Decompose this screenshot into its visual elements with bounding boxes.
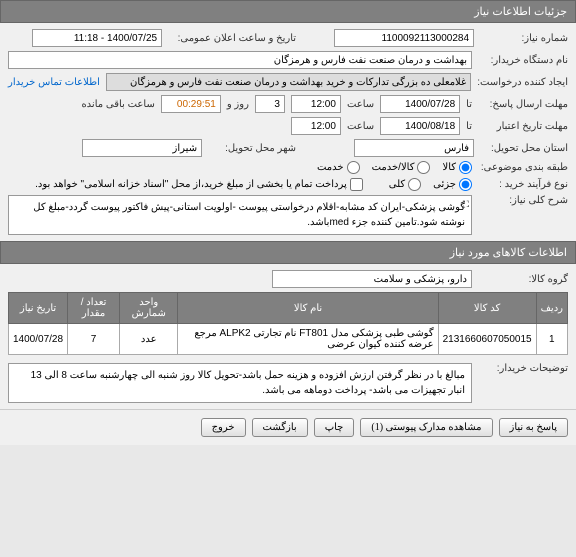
goods-group-value: دارو، پزشکی و سلامت [272,270,472,288]
buyer-notes-label: توضیحات خریدار: [478,363,568,374]
general-desc-value: ⛶ گوشی پزشکی-ایران کد مشابه-اقلام درخواس… [8,195,472,235]
buyer-notes-value: مبالغ با در نظر گرفتن ارزش افزوده و هزین… [8,363,472,403]
col-qty: تعداد / مقدار [68,293,120,324]
city-value: شیراز [82,139,202,157]
general-desc-label: شرح کلی نیاز: [478,195,568,206]
province-value: فارس [354,139,474,157]
goods-info-body: گروه کالا: دارو، پزشکی و سلامت ردیف کد ک… [0,264,576,409]
remaining-label: ساعت باقی مانده [81,99,154,110]
goods-group-label: گروه کالا: [478,274,568,285]
goods-service-radio[interactable]: کالا/خدمت [372,161,431,174]
back-button[interactable]: بازگشت [252,418,308,437]
col-name: نام کالا [178,293,438,324]
contact-info-link[interactable]: اطلاعات تماس خریدار [8,77,100,88]
cell-row: 1 [536,324,567,355]
reply-button[interactable]: پاسخ به نیاز [499,418,569,437]
to-label-2: تا [466,121,472,132]
goods-info-header: اطلاعات کالاهای مورد نیاز [0,241,576,264]
requester-value: غلامعلی ده بزرگی تدارکات و خرید بهداشت و… [106,73,471,91]
reply-time-value: 12:00 [291,95,341,113]
hour-label-1: ساعت [347,99,374,110]
partial-radio[interactable]: جزئی [433,178,472,191]
exit-button[interactable]: خروج [201,418,246,437]
service-radio[interactable]: خدمت [317,161,360,174]
need-info-body: شماره نیاز: 1100092113000284 تاریخ و ساع… [0,23,576,241]
col-unit: واحد شمارش [120,293,178,324]
hour-label-2: ساعت [347,121,374,132]
total-radio[interactable]: کلی [389,178,421,191]
cell-unit: عدد [120,324,178,355]
public-date-label: تاریخ و ساعت اعلان عمومی: [166,33,296,44]
col-row: ردیف [536,293,567,324]
attachments-button[interactable]: مشاهده مدارک پیوستی (1) [360,418,492,437]
public-date-value: 1400/07/25 - 11:18 [32,29,162,47]
device-name-label: نام دستگاه خریدار: [478,55,568,66]
location-label: استان محل تحویل: [478,143,568,154]
table-row: 1 2131660607050015 گوشی طبی پزشکی مدل FT… [9,324,568,355]
process-type-label: نوع فرآیند خرید : [478,179,568,190]
reply-deadline-label: مهلت ارسال پاسخ: [478,99,568,110]
col-code: کد کالا [438,293,536,324]
payment-checkbox[interactable]: پرداخت تمام یا بخشی از مبلغ خرید،از محل … [35,178,363,191]
goods-table: ردیف کد کالا نام کالا واحد شمارش تعداد /… [8,292,568,355]
need-number-value: 1100092113000284 [334,29,474,47]
requester-label: ایجاد کننده درخواست: [477,77,568,88]
goods-radio[interactable]: کالا [442,161,472,174]
process-type-radio-group: جزئی کلی [389,178,472,191]
to-label-1: تا [466,99,472,110]
validity-time-value: 12:00 [291,117,341,135]
validity-date-value: 1400/08/18 [380,117,460,135]
classification-label: طبقه بندی موضوعی: [478,162,568,173]
device-name-value: بهداشت و درمان صنعت نفت فارس و هرمزگان [8,51,472,69]
timer-value: 00:29:51 [161,95,221,113]
col-date: تاریخ نیاز [9,293,68,324]
validity-deadline-label: مهلت تاریخ اعتبار [478,121,568,132]
day-and-label: روز و [227,99,249,110]
print-button[interactable]: چاپ [314,418,355,437]
cell-qty: 7 [68,324,120,355]
delivery-city-label: شهر محل تحویل: [206,143,296,154]
reply-date-value: 1400/07/28 [380,95,460,113]
cell-code: 2131660607050015 [438,324,536,355]
expand-icon[interactable]: ⛶ [463,198,469,212]
reply-days-value: 3 [255,95,285,113]
footer-buttons: پاسخ به نیاز مشاهده مدارک پیوستی (1) چاپ… [0,409,576,445]
need-number-label: شماره نیاز: [478,33,568,44]
need-info-header: جزئیات اطلاعات نیاز [0,0,576,23]
cell-date: 1400/07/28 [9,324,68,355]
classification-radio-group: کالا کالا/خدمت خدمت [317,161,472,174]
cell-name: گوشی طبی پزشکی مدل FT801 نام تجارتی ALPK… [178,324,438,355]
